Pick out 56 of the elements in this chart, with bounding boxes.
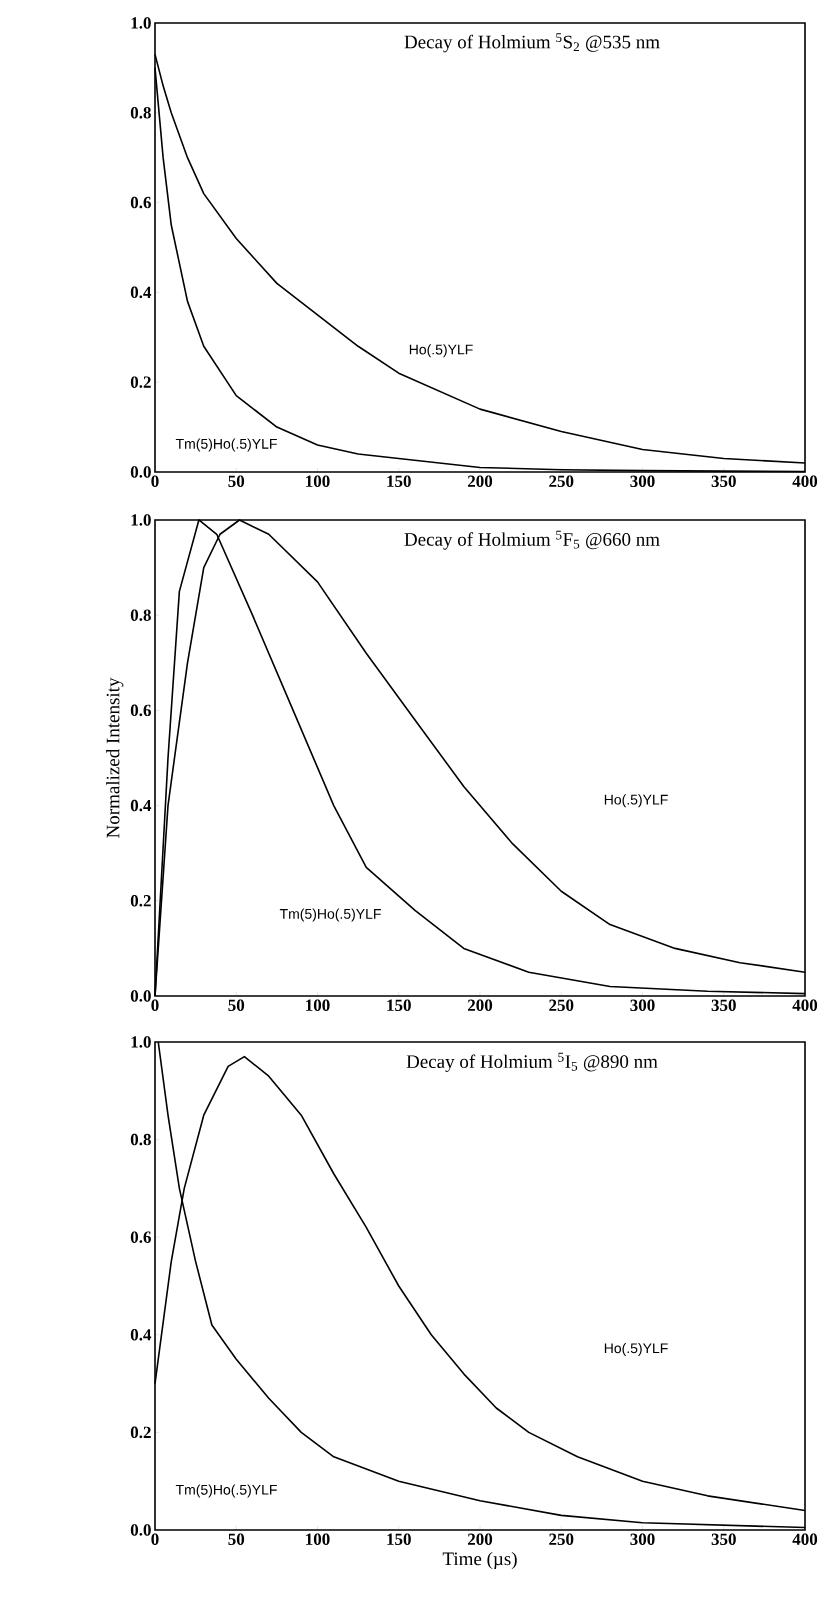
- y-tick-label: 1.0: [131, 1036, 151, 1048]
- x-tick-label: 200: [467, 999, 493, 1011]
- x-tick-label: 0: [151, 999, 159, 1011]
- x-tick-label: 250: [549, 999, 574, 1011]
- y-tick-label: 0.2: [130, 376, 151, 388]
- x-tick-label: 350: [711, 475, 736, 487]
- x-axis-title: Time (µs): [442, 1551, 517, 1570]
- annotation: Ho(.5)YLF: [409, 344, 473, 358]
- x-tick-label: 400: [792, 999, 818, 1011]
- y-tick-label: 0.4: [130, 799, 152, 812]
- y-tick-label: 0.4: [130, 286, 152, 299]
- annotation: Tm(5)Ho(.5)YLF: [175, 438, 277, 452]
- y-axis-title: Normalized Intensity: [106, 677, 124, 838]
- annotation: Ho(.5)YLF: [604, 1342, 668, 1356]
- annotation: Ho(.5)YLF: [604, 794, 668, 808]
- x-tick-label: 300: [630, 475, 655, 487]
- annotation: Tm(5)Ho(.5)YLF: [279, 908, 381, 922]
- x-tick-label: 100: [306, 1533, 330, 1546]
- x-tick-label: 300: [630, 1533, 655, 1546]
- x-tick-label: 300: [630, 999, 655, 1011]
- y-tick-label: 0.2: [130, 895, 151, 907]
- y-tick-label: 0.8: [130, 107, 151, 119]
- y-tick-label: 0.6: [130, 1231, 151, 1243]
- x-tick-label: 250: [549, 475, 574, 487]
- x-tick-label: 150: [387, 1533, 411, 1546]
- x-tick-label: 400: [792, 475, 818, 487]
- x-tick-label: 0: [151, 1533, 159, 1546]
- y-tick-label: 0.8: [130, 1133, 151, 1146]
- x-tick-label: 200: [467, 1533, 493, 1546]
- x-tick-label: 350: [711, 1533, 736, 1546]
- y-tick-label: 0.6: [130, 704, 151, 717]
- x-tick-label: 150: [387, 999, 411, 1011]
- text: Decay of Holmium $^{5}$F$_{5}$ @660 nm: [404, 530, 660, 550]
- text: Decay of Holmium $^{5}$S$_{2}$ @535 nm: [404, 33, 660, 53]
- y-tick-label: 1.0: [131, 514, 151, 526]
- x-tick-label: 250: [549, 1533, 574, 1546]
- x-tick-label: 100: [306, 999, 330, 1011]
- y-tick-label: 0.8: [130, 609, 151, 621]
- x-tick-label: 100: [306, 475, 330, 487]
- y-tick-label: 0.0: [130, 466, 151, 478]
- text: Decay of Holmium $^{5}$I$_{5}$ @890 nm: [406, 1052, 658, 1072]
- y-tick-label: 0.6: [130, 196, 151, 209]
- y-tick-label: 0.0: [130, 990, 151, 1002]
- x-tick-label: 50: [228, 475, 245, 487]
- x-tick-label: 350: [711, 999, 736, 1011]
- y-tick-label: 0.0: [130, 1524, 151, 1536]
- x-tick-label: 200: [467, 475, 493, 487]
- x-tick-label: 50: [228, 999, 245, 1011]
- annotation: Tm(5)Ho(.5)YLF: [175, 1484, 277, 1498]
- y-tick-label: 0.4: [130, 1329, 152, 1341]
- x-tick-label: 50: [228, 1533, 245, 1546]
- y-tick-label: 1.0: [131, 17, 151, 29]
- x-tick-label: 400: [792, 1533, 818, 1546]
- y-tick-label: 0.2: [130, 1426, 151, 1439]
- x-tick-label: 0: [151, 475, 159, 487]
- x-tick-label: 150: [387, 475, 411, 487]
